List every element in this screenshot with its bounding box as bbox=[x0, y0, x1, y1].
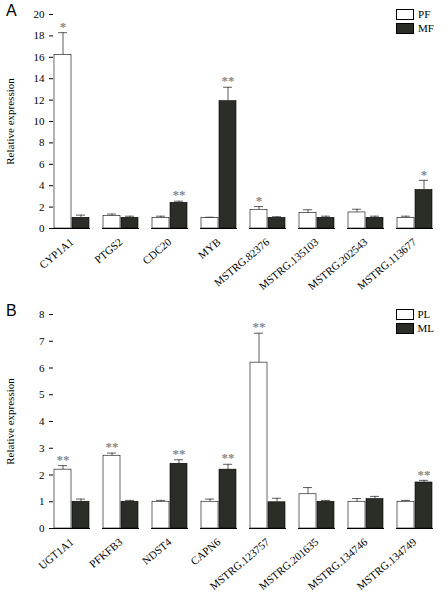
svg-text:0: 0 bbox=[39, 222, 45, 234]
svg-text:**: ** bbox=[57, 452, 70, 467]
svg-text:16: 16 bbox=[34, 51, 46, 63]
svg-text:5: 5 bbox=[39, 388, 45, 400]
svg-text:6: 6 bbox=[39, 158, 45, 170]
svg-text:**: ** bbox=[418, 467, 431, 482]
svg-text:UGT1A1: UGT1A1 bbox=[36, 536, 76, 572]
svg-text:10: 10 bbox=[34, 115, 46, 127]
svg-text:2: 2 bbox=[39, 469, 45, 481]
svg-text:18: 18 bbox=[34, 29, 46, 41]
svg-text:**: ** bbox=[173, 187, 186, 202]
svg-text:**: ** bbox=[222, 450, 235, 465]
svg-text:20: 20 bbox=[34, 8, 46, 20]
svg-text:**: ** bbox=[173, 446, 186, 461]
svg-text:**: ** bbox=[106, 439, 119, 454]
svg-text:3: 3 bbox=[39, 442, 45, 454]
svg-text:4: 4 bbox=[39, 179, 45, 191]
svg-text:Relative expression: Relative expression bbox=[4, 78, 16, 165]
svg-text:MSTRG.134749: MSTRG.134749 bbox=[354, 535, 419, 592]
svg-text:MSTRG.113677: MSTRG.113677 bbox=[355, 235, 419, 292]
svg-text:MSTRG.134746: MSTRG.134746 bbox=[305, 535, 370, 593]
svg-text:NDST4: NDST4 bbox=[140, 535, 174, 567]
svg-text:CAPN6: CAPN6 bbox=[188, 535, 223, 567]
svg-text:8: 8 bbox=[39, 136, 45, 148]
svg-text:1: 1 bbox=[39, 495, 45, 507]
html-text:PL: PL bbox=[417, 308, 431, 320]
svg-text:MSTRG.201635: MSTRG.201635 bbox=[256, 535, 321, 593]
html-text:PF: PF bbox=[418, 8, 431, 20]
svg-text:7: 7 bbox=[39, 335, 45, 347]
svg-text:6: 6 bbox=[39, 362, 45, 374]
svg-text:PFKFB3: PFKFB3 bbox=[87, 535, 125, 570]
svg-text:MSTRG.135103: MSTRG.135103 bbox=[256, 235, 321, 293]
svg-text:14: 14 bbox=[34, 72, 46, 84]
svg-text:**: ** bbox=[253, 319, 266, 334]
html-text:ML: ML bbox=[417, 322, 434, 334]
svg-text:12: 12 bbox=[34, 94, 45, 106]
svg-text:4: 4 bbox=[39, 415, 45, 427]
svg-text:PTGS2: PTGS2 bbox=[92, 236, 125, 266]
svg-text:*: * bbox=[421, 167, 428, 182]
svg-text:*: * bbox=[60, 19, 67, 34]
svg-text:MSTRG.202543: MSTRG.202543 bbox=[305, 235, 370, 293]
svg-text:**: ** bbox=[222, 73, 235, 88]
svg-text:Relative expression: Relative expression bbox=[4, 378, 16, 465]
svg-text:CDC20: CDC20 bbox=[140, 235, 174, 266]
svg-text:8: 8 bbox=[39, 308, 45, 320]
html-text:MF: MF bbox=[418, 22, 434, 34]
html-text:A: A bbox=[6, 2, 17, 19]
svg-text:0: 0 bbox=[39, 522, 45, 534]
html-text:B: B bbox=[6, 302, 17, 319]
svg-text:MSTRG.123757: MSTRG.123757 bbox=[207, 535, 272, 593]
svg-text:MYB: MYB bbox=[196, 236, 223, 261]
svg-text:2: 2 bbox=[39, 201, 45, 213]
svg-text:MSTRG.82376: MSTRG.82376 bbox=[211, 235, 272, 289]
svg-text:CYP1A1: CYP1A1 bbox=[37, 236, 76, 271]
svg-text:*: * bbox=[256, 193, 263, 208]
